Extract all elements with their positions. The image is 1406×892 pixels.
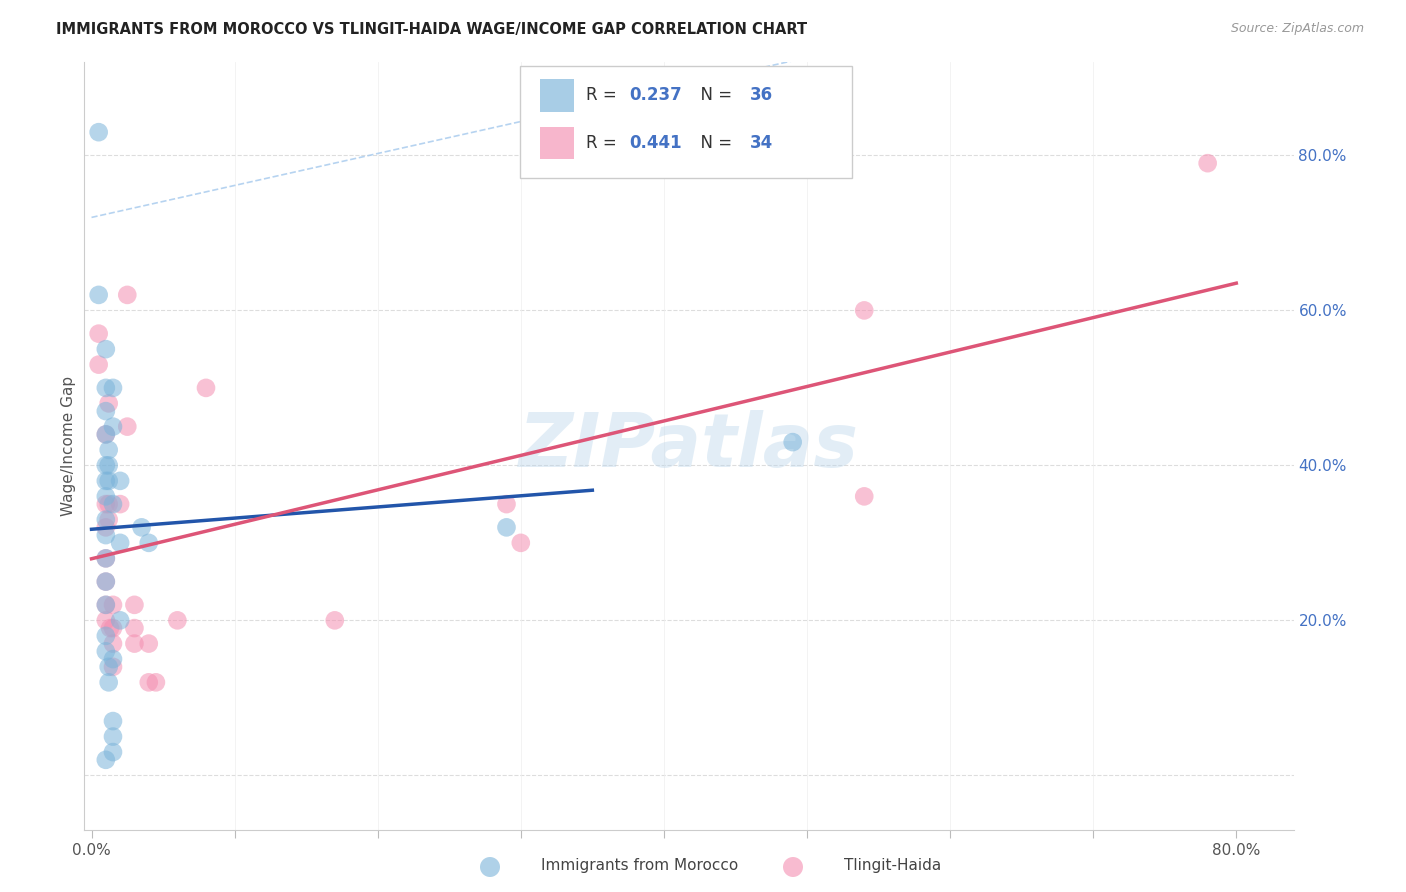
Text: Tlingit-Haida: Tlingit-Haida — [844, 858, 941, 872]
Bar — [540, 127, 574, 159]
Point — [101, 497, 124, 511]
Point — [87, 358, 110, 372]
Point — [94, 753, 117, 767]
Text: 36: 36 — [749, 87, 772, 104]
Point — [87, 288, 110, 302]
Point — [138, 675, 160, 690]
FancyBboxPatch shape — [520, 66, 852, 178]
Point — [87, 326, 110, 341]
Point — [166, 613, 188, 627]
Point — [495, 520, 517, 534]
Point — [94, 551, 117, 566]
Point — [101, 621, 124, 635]
Point — [94, 520, 117, 534]
Point — [97, 513, 120, 527]
Text: 0.237: 0.237 — [630, 87, 682, 104]
Point — [94, 613, 117, 627]
Point — [94, 574, 117, 589]
Point — [323, 613, 346, 627]
Point — [94, 381, 117, 395]
Point — [97, 442, 120, 457]
Text: 34: 34 — [749, 134, 773, 152]
Point — [94, 528, 117, 542]
Text: 0.441: 0.441 — [630, 134, 682, 152]
Point — [94, 598, 117, 612]
Text: IMMIGRANTS FROM MOROCCO VS TLINGIT-HAIDA WAGE/INCOME GAP CORRELATION CHART: IMMIGRANTS FROM MOROCCO VS TLINGIT-HAIDA… — [56, 22, 807, 37]
Text: Source: ZipAtlas.com: Source: ZipAtlas.com — [1230, 22, 1364, 36]
Point — [195, 381, 218, 395]
Point — [98, 621, 121, 635]
Point — [94, 629, 117, 643]
Point — [509, 536, 531, 550]
Point — [94, 644, 117, 658]
Point — [101, 745, 124, 759]
Point — [782, 435, 804, 450]
Point — [101, 419, 124, 434]
Point — [97, 675, 120, 690]
Point — [97, 396, 120, 410]
Point — [1197, 156, 1219, 170]
Y-axis label: Wage/Income Gap: Wage/Income Gap — [60, 376, 76, 516]
Point — [94, 551, 117, 566]
Point — [101, 660, 124, 674]
Point — [97, 474, 120, 488]
Point — [117, 288, 139, 302]
Point — [131, 520, 153, 534]
Point — [87, 125, 110, 139]
Point — [108, 536, 131, 550]
Point — [124, 637, 146, 651]
Point — [97, 497, 120, 511]
Point — [124, 621, 146, 635]
Point — [94, 427, 117, 442]
Point — [117, 419, 139, 434]
Point — [138, 536, 160, 550]
Point — [108, 474, 131, 488]
Point — [853, 489, 876, 503]
Point — [94, 598, 117, 612]
Text: Immigrants from Morocco: Immigrants from Morocco — [541, 858, 738, 872]
Point — [101, 637, 124, 651]
Point — [495, 497, 517, 511]
Point — [94, 574, 117, 589]
Point — [94, 458, 117, 473]
Point — [138, 637, 160, 651]
Point — [94, 427, 117, 442]
Point — [97, 660, 120, 674]
Point — [94, 404, 117, 418]
Text: N =: N = — [690, 87, 738, 104]
Point — [101, 381, 124, 395]
Point — [108, 497, 131, 511]
Bar — [540, 79, 574, 112]
Point — [145, 675, 167, 690]
Text: ZIPatlas: ZIPatlas — [519, 409, 859, 483]
Point — [101, 652, 124, 666]
Point — [97, 458, 120, 473]
Point — [853, 303, 876, 318]
Point — [94, 489, 117, 503]
Text: N =: N = — [690, 134, 738, 152]
Text: R =: R = — [586, 134, 623, 152]
Point — [94, 497, 117, 511]
Point — [101, 714, 124, 728]
Point — [94, 513, 117, 527]
Point — [108, 613, 131, 627]
Circle shape — [783, 857, 803, 877]
Point — [94, 342, 117, 356]
Circle shape — [479, 857, 501, 877]
Point — [94, 474, 117, 488]
Point — [101, 598, 124, 612]
Point — [124, 598, 146, 612]
Text: R =: R = — [586, 87, 623, 104]
Point — [101, 730, 124, 744]
